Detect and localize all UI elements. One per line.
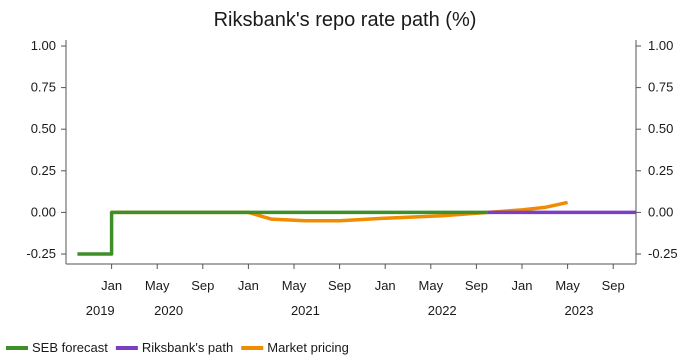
x-year-label: 2021 bbox=[291, 303, 320, 318]
y-tick-label-left: 0.25 bbox=[31, 163, 56, 178]
x-year-label: 2023 bbox=[565, 303, 594, 318]
y-tick-label-right: 0.75 bbox=[648, 80, 673, 95]
series-line-seb-forecast bbox=[77, 210, 488, 256]
x-tick-label: Jan bbox=[375, 278, 396, 293]
y-tick-label-left: 1.00 bbox=[31, 38, 56, 53]
legend: SEB forecast Riksbank's path Market pricin… bbox=[6, 340, 349, 355]
legend-label-seb-forecast: SEB forecast bbox=[32, 340, 108, 355]
x-tick-label: May bbox=[419, 278, 444, 293]
x-year-label: 2022 bbox=[428, 303, 457, 318]
x-year-label: 2019 bbox=[86, 303, 115, 318]
legend-label-riksbank-s-path: Riksbank's path bbox=[142, 340, 233, 355]
y-tick-label-right: 0.50 bbox=[648, 121, 673, 136]
x-tick-label: Sep bbox=[191, 278, 214, 293]
series-line-market-pricing bbox=[111, 200, 568, 223]
legend-label-market-pricing: Market pricing bbox=[267, 340, 349, 355]
x-tick-label: Jan bbox=[101, 278, 122, 293]
x-tick-label: May bbox=[145, 278, 170, 293]
y-tick-label-left: 0.00 bbox=[31, 204, 56, 219]
chart-title: Riksbank's repo rate path (%) bbox=[214, 9, 477, 31]
y-tick-label-right: 0.00 bbox=[648, 204, 673, 219]
x-tick-label: Sep bbox=[465, 278, 488, 293]
x-tick-label: May bbox=[555, 278, 580, 293]
x-tick-label: Jan bbox=[512, 278, 533, 293]
y-tick-label-right: 0.25 bbox=[648, 163, 673, 178]
axes: 1.00 1.00 0.75 0.75 0.50 0.50 0.25 0.25 0.00 0.00… bbox=[26, 38, 677, 318]
x-tick-label: Sep bbox=[328, 278, 351, 293]
y-tick-label-right: 1.00 bbox=[648, 38, 673, 53]
x-year-label: 2020 bbox=[154, 303, 183, 318]
x-tick-label: Jan bbox=[238, 278, 259, 293]
y-tick-label-left: 0.50 bbox=[31, 121, 56, 136]
series-lines bbox=[77, 200, 636, 256]
y-tick-label-left: -0.25 bbox=[26, 246, 56, 261]
y-tick-label-right: -0.25 bbox=[648, 246, 678, 261]
y-tick-label-left: 0.75 bbox=[31, 80, 56, 95]
x-tick-label: Sep bbox=[602, 278, 625, 293]
x-tick-label: May bbox=[282, 278, 307, 293]
